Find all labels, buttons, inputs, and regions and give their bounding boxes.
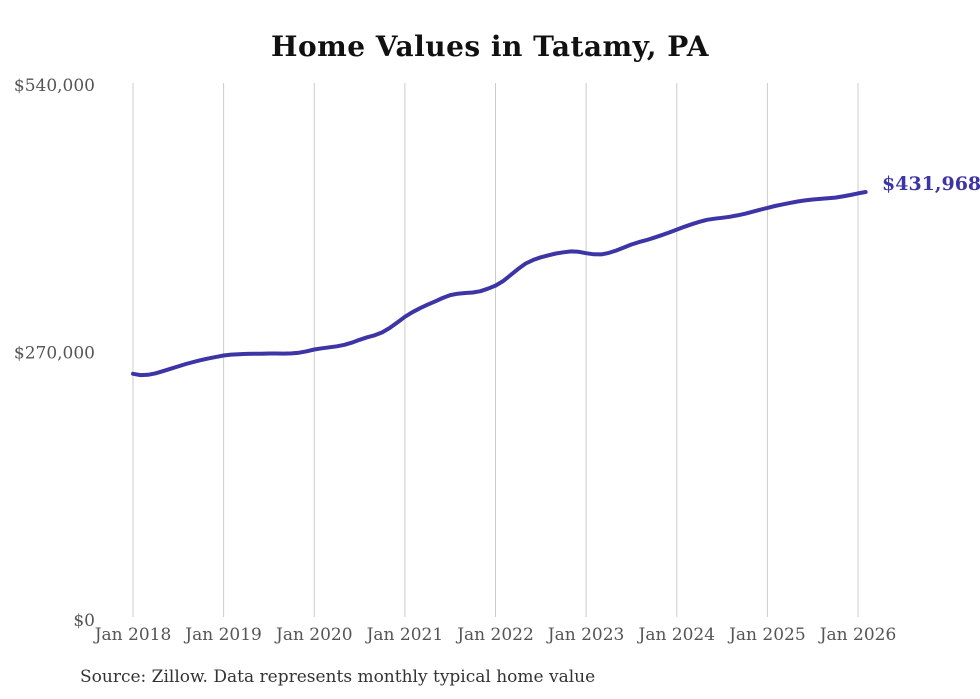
y-axis-label: $540,000: [14, 76, 95, 96]
x-axis-label: Jan 2022: [455, 625, 534, 645]
y-axis-label: $270,000: [14, 344, 95, 364]
latest-value-label: $431,968: [882, 173, 980, 195]
x-axis-label: Jan 2019: [183, 625, 262, 645]
chart-title: Home Values in Tatamy, PA: [270, 30, 709, 63]
y-axis-group: $0 $270,000 $540,000: [14, 76, 95, 631]
y-axis-label: $0: [73, 611, 95, 631]
x-axis-label: Jan 2026: [818, 625, 897, 645]
x-axis-label: Jan 2018: [93, 625, 172, 645]
home-value-line: [131, 190, 868, 378]
x-axis-label: Jan 2024: [637, 625, 716, 645]
value-line-group: [131, 190, 868, 378]
x-axis-label: Jan 2021: [365, 625, 444, 645]
x-axis-label: Jan 2023: [546, 625, 625, 645]
x-axis-label: Jan 2025: [727, 625, 806, 645]
x-axis-label: Jan 2020: [274, 625, 353, 645]
gridlines-group: [132, 83, 859, 617]
x-axis-group: Jan 2018 Jan 2019 Jan 2020 Jan 2021 Jan 2022…: [93, 625, 897, 645]
source-note: Source: Zillow. Data represents monthly …: [80, 667, 596, 687]
